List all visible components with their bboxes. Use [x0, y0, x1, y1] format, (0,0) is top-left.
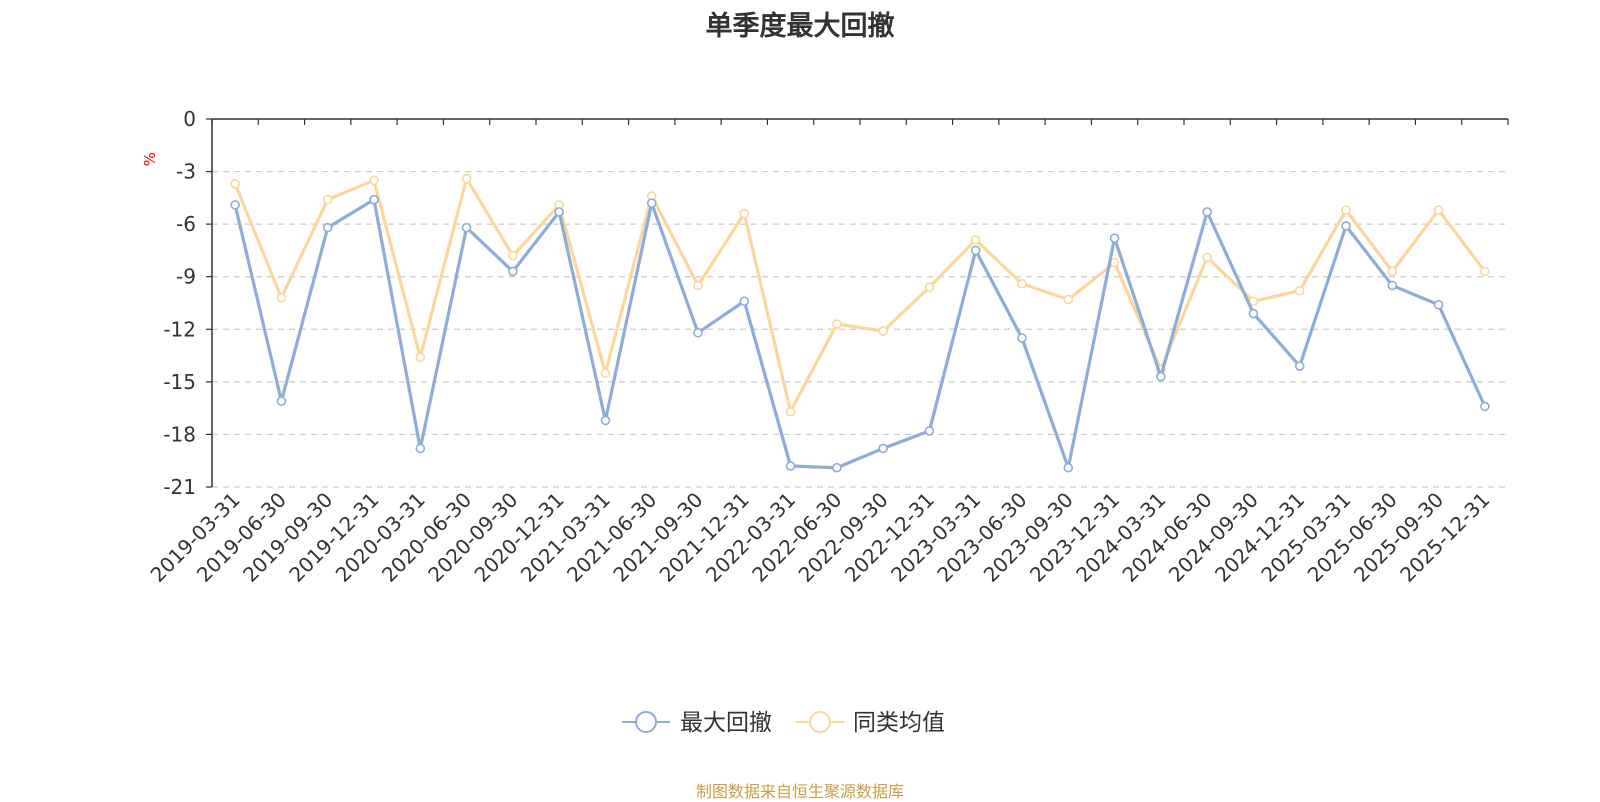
data-point — [832, 462, 842, 473]
chart-title: 单季度最大回撤 — [705, 11, 895, 42]
data-point — [230, 179, 240, 189]
data-point — [693, 327, 703, 338]
data-point — [1156, 371, 1166, 382]
legend-item-0[interactable]: 最大回撤 — [622, 710, 772, 736]
data-point — [1063, 294, 1074, 305]
legend-item-1[interactable]: 同类均值 — [796, 710, 945, 736]
data-point — [415, 443, 426, 454]
data-point — [878, 443, 888, 454]
data-point — [1017, 278, 1027, 289]
data-point — [832, 319, 842, 329]
data-point — [230, 200, 240, 210]
data-point — [1341, 221, 1351, 231]
data-point — [322, 194, 333, 205]
data-point — [1202, 252, 1212, 263]
y-tick-label: -12 — [163, 317, 196, 341]
data-point — [970, 245, 981, 256]
data-point — [1480, 401, 1490, 412]
data-point — [600, 415, 611, 426]
data-point — [600, 368, 611, 378]
data-point — [1248, 308, 1259, 319]
data-point — [1387, 280, 1398, 291]
series-line — [233, 198, 1487, 470]
y-tick-label: -21 — [163, 475, 196, 499]
y-tick-label: -18 — [163, 422, 196, 446]
legend[interactable]: 最大回撤 同类均值 — [622, 710, 945, 736]
data-point — [1202, 207, 1212, 217]
data-point — [924, 426, 935, 436]
data-point — [878, 326, 888, 336]
legend-label: 同类均值 — [853, 710, 945, 736]
data-point — [1480, 266, 1490, 277]
y-tick-label: 0 — [183, 107, 196, 131]
grid-lines — [212, 170, 1508, 488]
y-tick-label: -6 — [176, 212, 196, 236]
data-point — [508, 266, 518, 277]
data-point — [461, 173, 472, 184]
data-point — [739, 296, 750, 307]
series-line — [233, 176, 1487, 414]
data-point — [1294, 285, 1305, 296]
y-tick-label: -3 — [176, 160, 196, 184]
series-1 — [230, 173, 1490, 417]
data-point — [276, 396, 287, 406]
data-point — [369, 175, 379, 186]
data-point — [1294, 361, 1305, 371]
data-point — [322, 222, 333, 233]
data-point — [646, 198, 657, 208]
data-point — [276, 292, 287, 303]
data-point — [369, 194, 379, 205]
legend-marker — [635, 711, 657, 733]
data-point — [1433, 299, 1444, 310]
data-point — [461, 222, 472, 233]
source-note: 制图数据来自恒生聚源数据库 — [695, 782, 904, 801]
data-point — [415, 352, 426, 363]
y-axis-unit: % — [141, 152, 159, 166]
data-point — [1017, 333, 1027, 343]
y-tick-label: -9 — [176, 265, 196, 289]
data-point — [924, 282, 935, 293]
data-point — [1341, 205, 1351, 215]
data-point — [508, 250, 518, 261]
legend-marker — [809, 711, 831, 733]
data-point — [554, 207, 564, 217]
data-point — [693, 280, 703, 291]
data-point — [1109, 233, 1120, 243]
data-point — [785, 406, 796, 417]
data-point — [1063, 462, 1074, 473]
data-point — [1387, 266, 1398, 277]
series-0 — [230, 194, 1490, 473]
data-point — [739, 208, 750, 219]
data-point — [970, 235, 981, 245]
legend-label: 最大回撤 — [680, 710, 772, 736]
data-point — [785, 461, 796, 471]
series-lines — [230, 173, 1490, 473]
y-tick-label: -15 — [163, 370, 196, 394]
data-point — [1433, 205, 1444, 215]
